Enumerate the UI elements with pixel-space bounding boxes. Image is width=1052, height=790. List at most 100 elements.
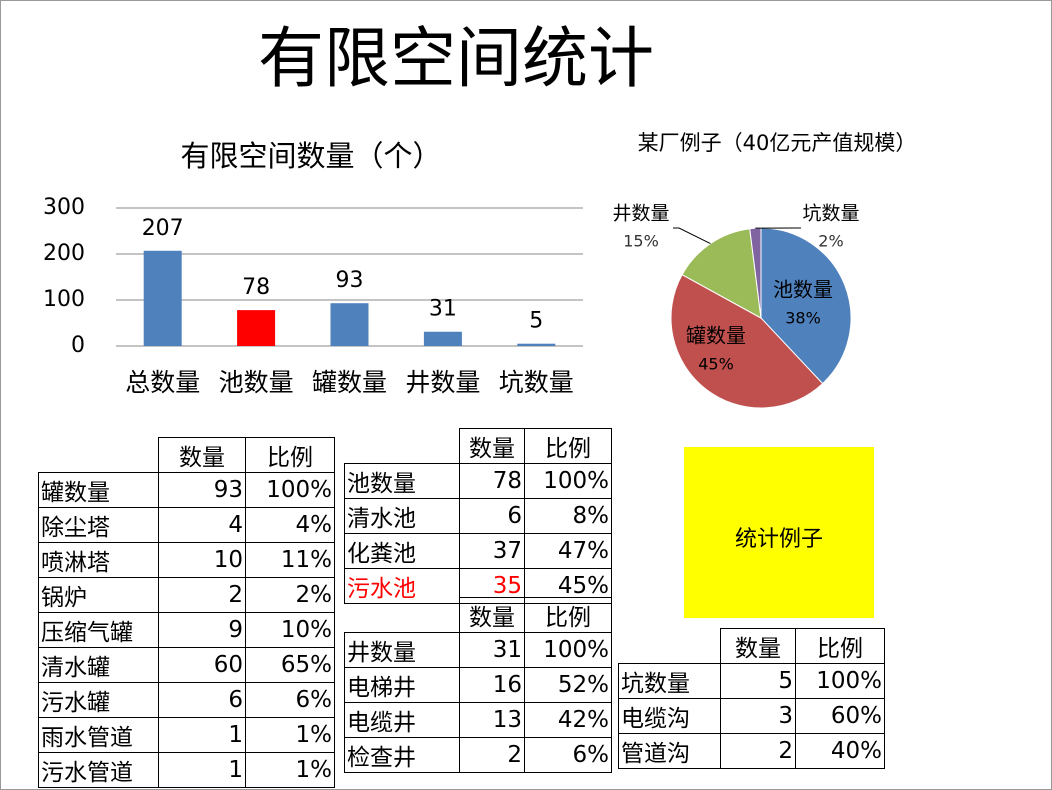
table-cell: 100% bbox=[795, 663, 885, 699]
table-cell: 60 bbox=[158, 647, 246, 683]
row-label: 污水罐 bbox=[38, 682, 159, 718]
pie-label: 井数量 bbox=[612, 203, 669, 225]
header-cell: 比例 bbox=[795, 628, 885, 664]
row-label: 电缆沟 bbox=[618, 698, 721, 734]
row-label: 雨水管道 bbox=[38, 717, 159, 753]
header-row: 数量 比例 bbox=[618, 628, 885, 664]
table-cell: 6% bbox=[524, 737, 612, 773]
table-cell: 1% bbox=[245, 717, 335, 753]
pie-slice bbox=[681, 228, 762, 319]
excel-box[interactable]: 统计例子 bbox=[684, 447, 874, 618]
table-cell: 3 bbox=[720, 698, 796, 734]
row-label: 管道沟 bbox=[618, 733, 721, 769]
table-cell: 40% bbox=[795, 733, 885, 769]
bar bbox=[237, 310, 276, 346]
table-cell: 9 bbox=[158, 612, 246, 648]
table-cell: 2 bbox=[158, 577, 246, 613]
table-cell: 1 bbox=[158, 717, 246, 753]
bar bbox=[330, 303, 369, 346]
y-tick-label: 0 bbox=[71, 333, 85, 358]
data-label: 207 bbox=[142, 216, 184, 241]
table-row: 喷淋塔 10 11% bbox=[38, 542, 335, 578]
data-table: 数量 比例 池数量 78 100% 清水池 6 8% 化粪池 37 47% 污水池 35 45% bbox=[344, 428, 612, 604]
pie-title: 某厂例子（40亿元产值规模） bbox=[638, 131, 917, 155]
excel-label[interactable]: 统计例子 bbox=[734, 527, 823, 552]
table-cell: 42% bbox=[524, 702, 612, 738]
row-label: 锅炉 bbox=[38, 577, 159, 613]
y-tick-label: 200 bbox=[43, 241, 85, 266]
pie-value-label: 38% bbox=[785, 309, 821, 328]
table-row: 管道沟 2 40% bbox=[618, 733, 885, 769]
x-tick-label: 总数量 bbox=[125, 368, 200, 397]
row-label: 电梯井 bbox=[344, 667, 460, 703]
table-row: 罐数量 93 100% bbox=[38, 472, 335, 508]
slide-title: 有限空间统计 bbox=[258, 20, 654, 97]
table-cell: 10 bbox=[158, 542, 246, 578]
bar-title: 有限空间数量（个） bbox=[180, 139, 441, 173]
table-cell: 2 bbox=[459, 737, 525, 773]
pie-slice bbox=[760, 227, 852, 385]
x-tick-label: 坑数量 bbox=[499, 368, 574, 397]
table-row: 检查井 2 6% bbox=[344, 737, 612, 773]
table-cell: 47% bbox=[524, 533, 612, 569]
data-label: 31 bbox=[429, 297, 457, 322]
bar bbox=[143, 250, 182, 346]
blank-cell bbox=[344, 597, 460, 633]
table-cell: 1 bbox=[158, 752, 246, 788]
header-row: 数量 比例 bbox=[344, 597, 612, 633]
table-cell: 1% bbox=[245, 752, 335, 788]
row-label: 坑数量 bbox=[618, 663, 721, 699]
row-label: 污水管道 bbox=[38, 752, 159, 788]
table-row: 坑数量 5 100% bbox=[618, 663, 885, 699]
row-label: 清水池 bbox=[344, 498, 460, 534]
table-cell: 93 bbox=[158, 472, 246, 508]
table-cell: 16 bbox=[459, 667, 525, 703]
table-row: 锅炉 2 2% bbox=[38, 577, 335, 613]
table-row: 除尘塔 4 4% bbox=[38, 507, 335, 543]
table-row: 压缩气罐 9 10% bbox=[38, 612, 335, 648]
header-cell: 数量 bbox=[459, 428, 525, 464]
table-cell: 13 bbox=[459, 702, 525, 738]
header-row: 数量 比例 bbox=[38, 437, 335, 473]
table-cell: 100% bbox=[245, 472, 335, 508]
table-cell: 37 bbox=[459, 533, 525, 569]
data-table: 数量 比例 坑数量 5 100% 电缆沟 3 60% 管道沟 2 40% bbox=[618, 628, 885, 769]
table-cell: 4% bbox=[245, 507, 335, 543]
table-cell: 78 bbox=[459, 463, 525, 499]
header-cell: 数量 bbox=[720, 628, 796, 664]
table-row: 污水管道 1 1% bbox=[38, 752, 335, 788]
row-label: 喷淋塔 bbox=[38, 542, 159, 578]
leader-line bbox=[673, 227, 711, 245]
table-row: 电缆井 13 42% bbox=[344, 702, 612, 738]
pie-value-label: 15% bbox=[623, 232, 659, 251]
header-cell: 数量 bbox=[158, 437, 246, 473]
data-table: 数量 比例 罐数量 93 100% 除尘塔 4 4% 喷淋塔 10 11% 锅炉 2 2% 压缩气罐 9 10%… bbox=[38, 437, 335, 788]
blank-cell bbox=[344, 428, 460, 464]
bar bbox=[423, 331, 462, 346]
pie-label: 坑数量 bbox=[802, 203, 859, 225]
table-cell: 2 bbox=[720, 733, 796, 769]
y-tick-label: 300 bbox=[43, 195, 85, 220]
table-cell: 2% bbox=[245, 577, 335, 613]
pie-value-label: 2% bbox=[818, 232, 843, 251]
pie-label: 罐数量 bbox=[686, 324, 746, 348]
row-label: 除尘塔 bbox=[38, 507, 159, 543]
table-cell: 100% bbox=[524, 632, 612, 668]
table-cell: 6 bbox=[459, 498, 525, 534]
row-label: 池数量 bbox=[344, 463, 460, 499]
header-cell: 数量 bbox=[459, 597, 525, 633]
pie-value-label: 45% bbox=[698, 355, 734, 374]
table-row: 清水池 6 8% bbox=[344, 498, 612, 534]
data-label: 93 bbox=[336, 268, 364, 293]
data-label: 5 bbox=[529, 309, 543, 334]
table-cell: 65% bbox=[245, 647, 335, 683]
header-cell: 比例 bbox=[524, 597, 612, 633]
x-tick-label: 池数量 bbox=[219, 368, 294, 397]
header-cell: 比例 bbox=[245, 437, 335, 473]
table-row: 雨水管道 1 1% bbox=[38, 717, 335, 753]
table-row: 井数量 31 100% bbox=[344, 632, 612, 668]
bar bbox=[517, 343, 556, 346]
table-row: 清水罐 60 65% bbox=[38, 647, 335, 683]
table-cell: 11% bbox=[245, 542, 335, 578]
